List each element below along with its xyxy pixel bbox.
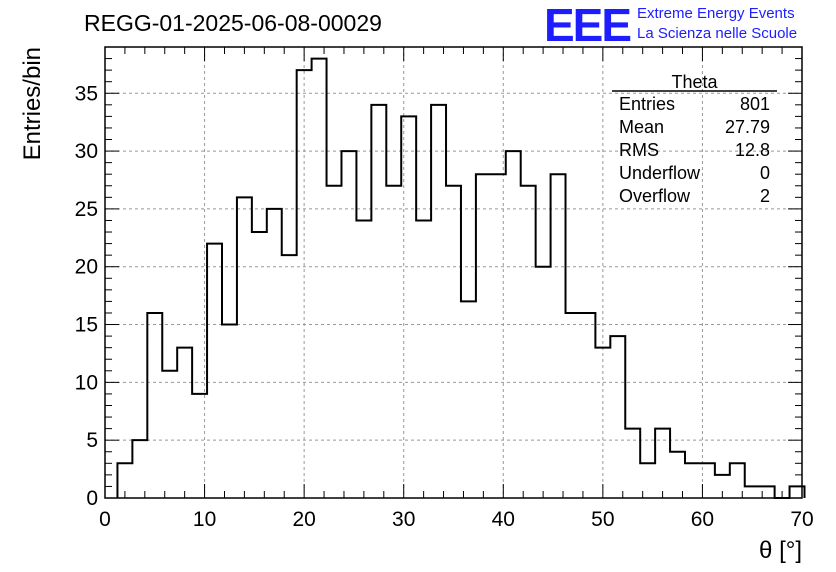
y-tick-label: 20	[75, 256, 98, 279]
y-axis-title: Entries/bin	[19, 47, 46, 160]
stats-box: Theta Entries 801 Mean 27.79 RMS 12.8 Underflo…	[612, 72, 777, 206]
x-tick-label: 50	[591, 508, 614, 531]
x-tick-label: 40	[492, 508, 515, 531]
grid-lines	[105, 47, 802, 498]
stats-row-label: RMS	[619, 140, 659, 160]
stats-box-title: Theta	[671, 72, 718, 92]
y-tick-label: 0	[86, 487, 98, 510]
x-tick-label: 30	[392, 508, 415, 531]
y-tick-label: 25	[75, 198, 98, 221]
y-tick-label: 10	[75, 371, 98, 394]
run-title: REGG-01-2025-06-08-00029	[84, 10, 382, 36]
logo-caption-line2: La Scienza nelle Scuole	[637, 25, 798, 42]
stats-row-label: Overflow	[619, 186, 691, 206]
stats-row-value: 2	[760, 186, 770, 206]
stats-box-rows: Entries 801 Mean 27.79 RMS 12.8 Underflow 0 Over…	[619, 94, 770, 206]
stats-row-label: Mean	[619, 117, 664, 137]
y-tick-label: 30	[75, 140, 98, 163]
y-tick-label: 5	[86, 429, 98, 452]
eee-logo: EEE	[544, 0, 632, 51]
x-tick-label: 60	[691, 508, 714, 531]
stats-row-label: Underflow	[619, 163, 701, 183]
stats-row-value: 27.79	[725, 117, 770, 137]
y-tick-label: 35	[75, 82, 98, 105]
plot-frame	[104, 46, 803, 499]
x-tick-label: 70	[790, 508, 813, 531]
stats-row-value: 801	[740, 94, 770, 114]
x-tick-label: 0	[99, 508, 111, 531]
stats-row-value: 12.8	[735, 140, 770, 160]
eee-logo-caption: Extreme Energy Events La Scienza nelle S…	[637, 4, 797, 44]
histogram-series	[116, 57, 806, 499]
logo-caption-line1: Extreme Energy Events	[637, 5, 795, 22]
stats-row-label: Entries	[619, 94, 675, 114]
x-tick-labels: 0 10 20 30 40 50 60 70	[99, 508, 814, 531]
x-tick-label: 20	[292, 508, 315, 531]
stats-row-value: 0	[760, 163, 770, 183]
x-axis-title: θ [°]	[759, 537, 802, 564]
axis-ticks	[104, 46, 803, 499]
y-tick-labels: 0 5 10 15 20 25 30 35	[75, 82, 98, 510]
y-tick-label: 15	[75, 314, 98, 337]
x-tick-label: 10	[193, 508, 216, 531]
